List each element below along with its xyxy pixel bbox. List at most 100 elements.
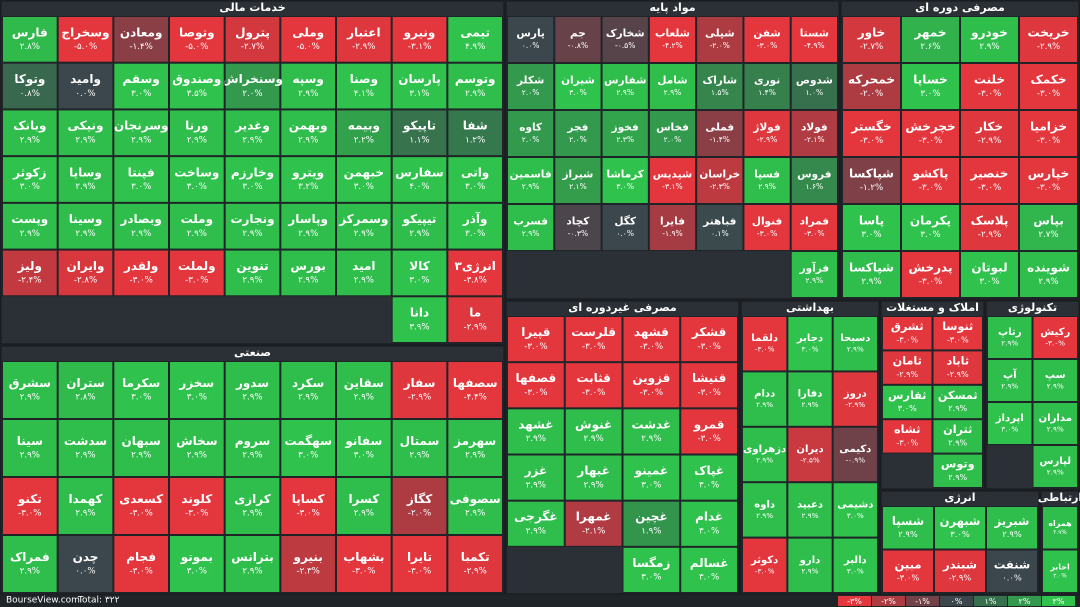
tile-symbol: خزامیا (1030, 119, 1067, 133)
tile-symbol: غبهار (576, 463, 609, 477)
tile-symbol: انرژی۳ (455, 259, 496, 273)
tile-change: -۳.۰% (130, 276, 153, 286)
tile-symbol: وصنا (350, 72, 378, 87)
tile-symbol: ثامان (893, 354, 922, 367)
tile-symbol: سصفها (453, 376, 498, 390)
tile-change: -۳.۰% (582, 388, 605, 398)
tile-symbol: کگاز (406, 492, 432, 506)
tile-symbol: رکیش (1040, 327, 1070, 338)
tile-change: ۰.۱% (711, 229, 729, 238)
tile-change: ۲.۹% (20, 229, 40, 239)
tile-change: ۲.۹% (522, 229, 540, 238)
tile (391, 249, 448, 297)
tile-symbol: پارسان (398, 72, 440, 86)
tile-symbol: سفار (403, 376, 436, 390)
tile-change: ۳.۰% (354, 182, 374, 192)
tile (57, 62, 114, 110)
tile (960, 251, 1019, 298)
tile-symbol: شاراک (702, 75, 737, 87)
tile (447, 156, 504, 203)
tile-change: ۲.۹% (1001, 339, 1018, 348)
tile-symbol: شوینده (1027, 260, 1070, 275)
tile-change: ۲.۹% (242, 276, 262, 286)
tile-symbol: سدور (235, 376, 269, 391)
tile-change: -۳.۰% (1037, 183, 1060, 193)
tile-change: ۱.۴% (758, 88, 776, 97)
tile (648, 16, 697, 63)
tile (391, 477, 448, 535)
tile (986, 549, 1038, 593)
legend-label: ۳% (1053, 597, 1065, 606)
tile-change: ۲.۹% (664, 88, 682, 97)
tile-change: -۲.۴% (18, 276, 41, 286)
tile-symbol: زمگسا (632, 556, 670, 570)
tile-change: ۲.۹% (354, 393, 374, 403)
tile (790, 204, 839, 251)
tile (648, 204, 697, 251)
tile-symbol: قشکر (691, 325, 727, 339)
tile (742, 537, 788, 593)
tile (280, 535, 337, 593)
tile-symbol: خریخت (1028, 25, 1070, 39)
tile-symbol: سروم (235, 434, 271, 449)
tile-change: -۳.۸% (464, 276, 487, 286)
tile (507, 408, 565, 455)
tile (169, 109, 225, 157)
tile-change: ۰.۸% (20, 89, 40, 99)
tile (113, 202, 170, 250)
tile (1042, 549, 1078, 593)
tile-symbol: بنیرو (293, 550, 323, 565)
tile (1019, 204, 1078, 251)
tile-change: -۲.۷% (241, 42, 264, 52)
tile (2, 419, 58, 477)
tile (169, 535, 225, 593)
tile-symbol: وملت (181, 212, 214, 227)
tile-change: -۴.۲% (662, 41, 682, 50)
tile-change: -۱.۴% (130, 42, 153, 52)
tile-change: ۳.۰% (20, 182, 40, 192)
tile-change: ۳.۰% (847, 566, 864, 575)
tile-symbol: خاور (857, 25, 886, 40)
tile-symbol: دروز (843, 389, 867, 400)
tile-symbol: دارو (799, 555, 821, 566)
tile-change: ۳.۰% (1001, 425, 1018, 434)
tile-symbol: خنصیر (970, 166, 1009, 180)
tile-symbol: ورنا (185, 119, 208, 134)
tile-symbol: شپلی (705, 28, 735, 40)
tile (622, 454, 681, 501)
tile (787, 316, 833, 372)
tile (507, 204, 555, 251)
tile (169, 361, 225, 419)
tile-change: ۲.۹% (526, 480, 546, 490)
tile-change: ۴.۱% (354, 89, 374, 99)
tile (901, 110, 960, 157)
tile (113, 419, 170, 477)
tile-change: -۳.۰% (1045, 339, 1065, 348)
tile (1032, 359, 1078, 402)
tile-symbol: ومعادن (120, 25, 163, 40)
tile-symbol: رتاپ (998, 327, 1022, 338)
tile-change: ۲.۹% (409, 451, 429, 461)
tile-symbol: خودرو (970, 25, 1008, 40)
tile-change: -۲.۰% (710, 41, 730, 50)
tile-change: ۲.۹% (806, 276, 824, 285)
tile-symbol: شپاکسا (849, 166, 894, 180)
tile-symbol: تکنو (17, 492, 42, 507)
tile (932, 453, 983, 489)
tile-change: ۳.۰% (699, 526, 719, 536)
tile (224, 535, 281, 593)
tile-change: ۲.۹% (298, 89, 318, 99)
tile-change: -۳.۰% (1037, 136, 1060, 146)
tile-symbol: کرازی (234, 492, 270, 506)
tile-change: -۳.۰% (297, 509, 320, 519)
tile (447, 419, 504, 477)
tile-change: ۲.۹% (1053, 530, 1067, 536)
tile-symbol: خچرخش (905, 119, 955, 133)
tile (113, 361, 170, 419)
tile-symbol: وغدیر (234, 119, 270, 134)
tile-change: ۲.۹% (298, 135, 318, 145)
tile (901, 251, 960, 298)
tile-change: ۲.۹% (242, 567, 262, 577)
tile (934, 549, 986, 593)
